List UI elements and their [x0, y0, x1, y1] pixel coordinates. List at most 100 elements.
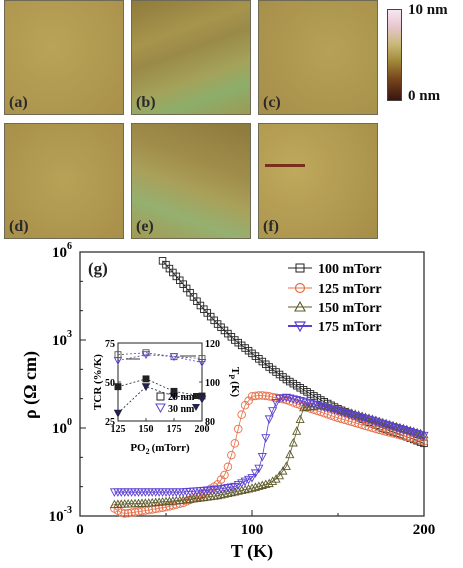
- data-point-s3-40: [247, 474, 257, 483]
- data-point-s2-90: [419, 429, 429, 439]
- inset-point-1-2: [169, 353, 179, 362]
- data-point-s3-63: [326, 405, 336, 414]
- data-point-s2-24: [192, 493, 202, 502]
- data-point-s2-30: [213, 490, 223, 500]
- data-point-s2-52: [288, 437, 298, 447]
- data-point-s3-54: [295, 396, 305, 406]
- data-point-s2-54: [295, 414, 305, 423]
- data-point-s2-46: [268, 476, 278, 485]
- afm-panel-e: (e): [131, 123, 251, 239]
- afm-panel-a-label: (a): [9, 94, 28, 111]
- data-point-s1-3: [120, 509, 129, 518]
- data-point-s3-57: [305, 399, 316, 409]
- inset-yl-tick-label-75: 75: [105, 339, 115, 350]
- data-point-s2-39: [244, 484, 254, 493]
- data-point-s1-34: [227, 450, 236, 460]
- data-point-s3-64: [330, 406, 340, 415]
- inset-chart: 125 150 175 200 25 50 75 80 100 120 TCR (%/K) TP (…: [92, 339, 241, 456]
- afm-panel-b-image: [132, 1, 250, 114]
- data-point-s2-29: [209, 491, 219, 500]
- data-point-s3-87: [409, 429, 419, 438]
- data-point-s1-41: [251, 391, 260, 401]
- afm-panel-b-label: (b): [136, 94, 156, 111]
- data-point-s3-44: [261, 434, 271, 443]
- afm-panel-d: (d): [4, 123, 124, 239]
- inset-x-tick-label-125: 125: [111, 424, 126, 435]
- data-point-s1-37: [237, 410, 246, 419]
- y-tick-label-6: 106: [52, 241, 72, 261]
- data-point-s1-33: [223, 462, 233, 472]
- afm-panel-a: (a): [4, 0, 124, 115]
- inset-x-tick-label-175: 175: [167, 424, 182, 435]
- inset-ylabel-right-unit: (K): [229, 381, 241, 397]
- data-point-s2-48: [274, 470, 285, 480]
- data-point-s3-71: [354, 413, 364, 422]
- data-point-s2-28: [206, 491, 216, 501]
- data-point-s3-41: [250, 469, 260, 478]
- data-point-s3-77: [374, 418, 384, 428]
- inset-point-3-2: [169, 392, 179, 401]
- inset-yl-tick-label-25: 25: [105, 417, 115, 428]
- afm-panel-b: (b): [131, 0, 251, 115]
- inset-point-2-0: [114, 383, 122, 391]
- data-point-s3-53: [292, 396, 302, 405]
- inset-ylabel-right: TP (K): [227, 367, 241, 397]
- data-point-s3-52: [288, 395, 298, 404]
- data-point-s2-34: [226, 487, 236, 497]
- legend: 100 mTorr 125 mTorr 150 mTorr 175 mTorr: [288, 262, 382, 335]
- data-point-s3-51: [285, 394, 295, 404]
- inset-point-3-1: [141, 383, 151, 392]
- data-point-s2-33: [223, 488, 233, 498]
- data-point-s2-32: [219, 489, 230, 498]
- afm-panel-f-image: [259, 124, 377, 238]
- data-point-s2-37: [237, 485, 247, 495]
- data-point-s3-70: [350, 412, 360, 421]
- inset-x-tick-label-150: 150: [139, 424, 154, 435]
- inset-series-line-3: [117, 386, 203, 414]
- data-point-s3-35: [230, 482, 240, 492]
- data-point-s3-46: [268, 407, 278, 416]
- afm-panel-f-streak: [265, 164, 305, 167]
- data-point-s3-55: [299, 397, 309, 407]
- legend-marker-175: [293, 321, 307, 333]
- panel-label-g: (g): [88, 259, 108, 278]
- data-point-s3-50: [281, 393, 291, 403]
- data-point-s1-8: [137, 506, 147, 516]
- data-point-s2-53: [292, 426, 302, 435]
- data-point-s2-31: [216, 489, 226, 499]
- data-point-s1-42: [254, 391, 264, 400]
- inset-ylabel-left: TCR (%/K): [92, 354, 104, 410]
- data-point-s3-76: [371, 417, 381, 427]
- data-point-s2-57: [305, 401, 316, 411]
- data-point-s3-36: [233, 481, 243, 490]
- y-tick-label-0: 100: [52, 417, 72, 437]
- legend-marker-125: [294, 282, 306, 294]
- inset-yl-tick-label-50: 50: [105, 378, 115, 389]
- colorbar-max-label: 10 nm: [408, 2, 448, 18]
- colorbar: [387, 9, 402, 101]
- colorbar-min-label: 0 nm: [408, 88, 441, 104]
- data-point-s1-43: [258, 391, 267, 400]
- data-point-s3-81: [388, 422, 398, 432]
- inset-xlabel-sub: 2: [146, 447, 150, 456]
- inset-ylabel-right-main: T: [229, 367, 241, 375]
- inset-legend-label-30nm: 30 nm: [168, 404, 195, 415]
- inset-xlabel-unit: (mTorr): [152, 442, 190, 454]
- inset-point-3-0: [113, 409, 123, 418]
- data-point-s3-75: [367, 416, 377, 426]
- data-point-s3-65: [333, 407, 343, 416]
- data-point-s3-38: [240, 477, 250, 487]
- data-point-s2-42: [254, 481, 264, 490]
- data-point-s2-26: [199, 492, 209, 502]
- data-point-s3-86: [405, 428, 415, 437]
- data-point-s3-56: [302, 398, 312, 408]
- data-point-s3-90: [419, 431, 429, 441]
- inset-xlabel: PO2 (mTorr): [130, 442, 190, 456]
- inset-yr-tick-label-120: 120: [205, 339, 220, 350]
- data-point-s2-43: [257, 480, 267, 489]
- legend-marker-100: [295, 263, 305, 273]
- data-point-s3-78: [378, 419, 388, 429]
- series-150-mtorr: [109, 400, 429, 509]
- inset-legend-marker-20nm-filled: [193, 393, 199, 399]
